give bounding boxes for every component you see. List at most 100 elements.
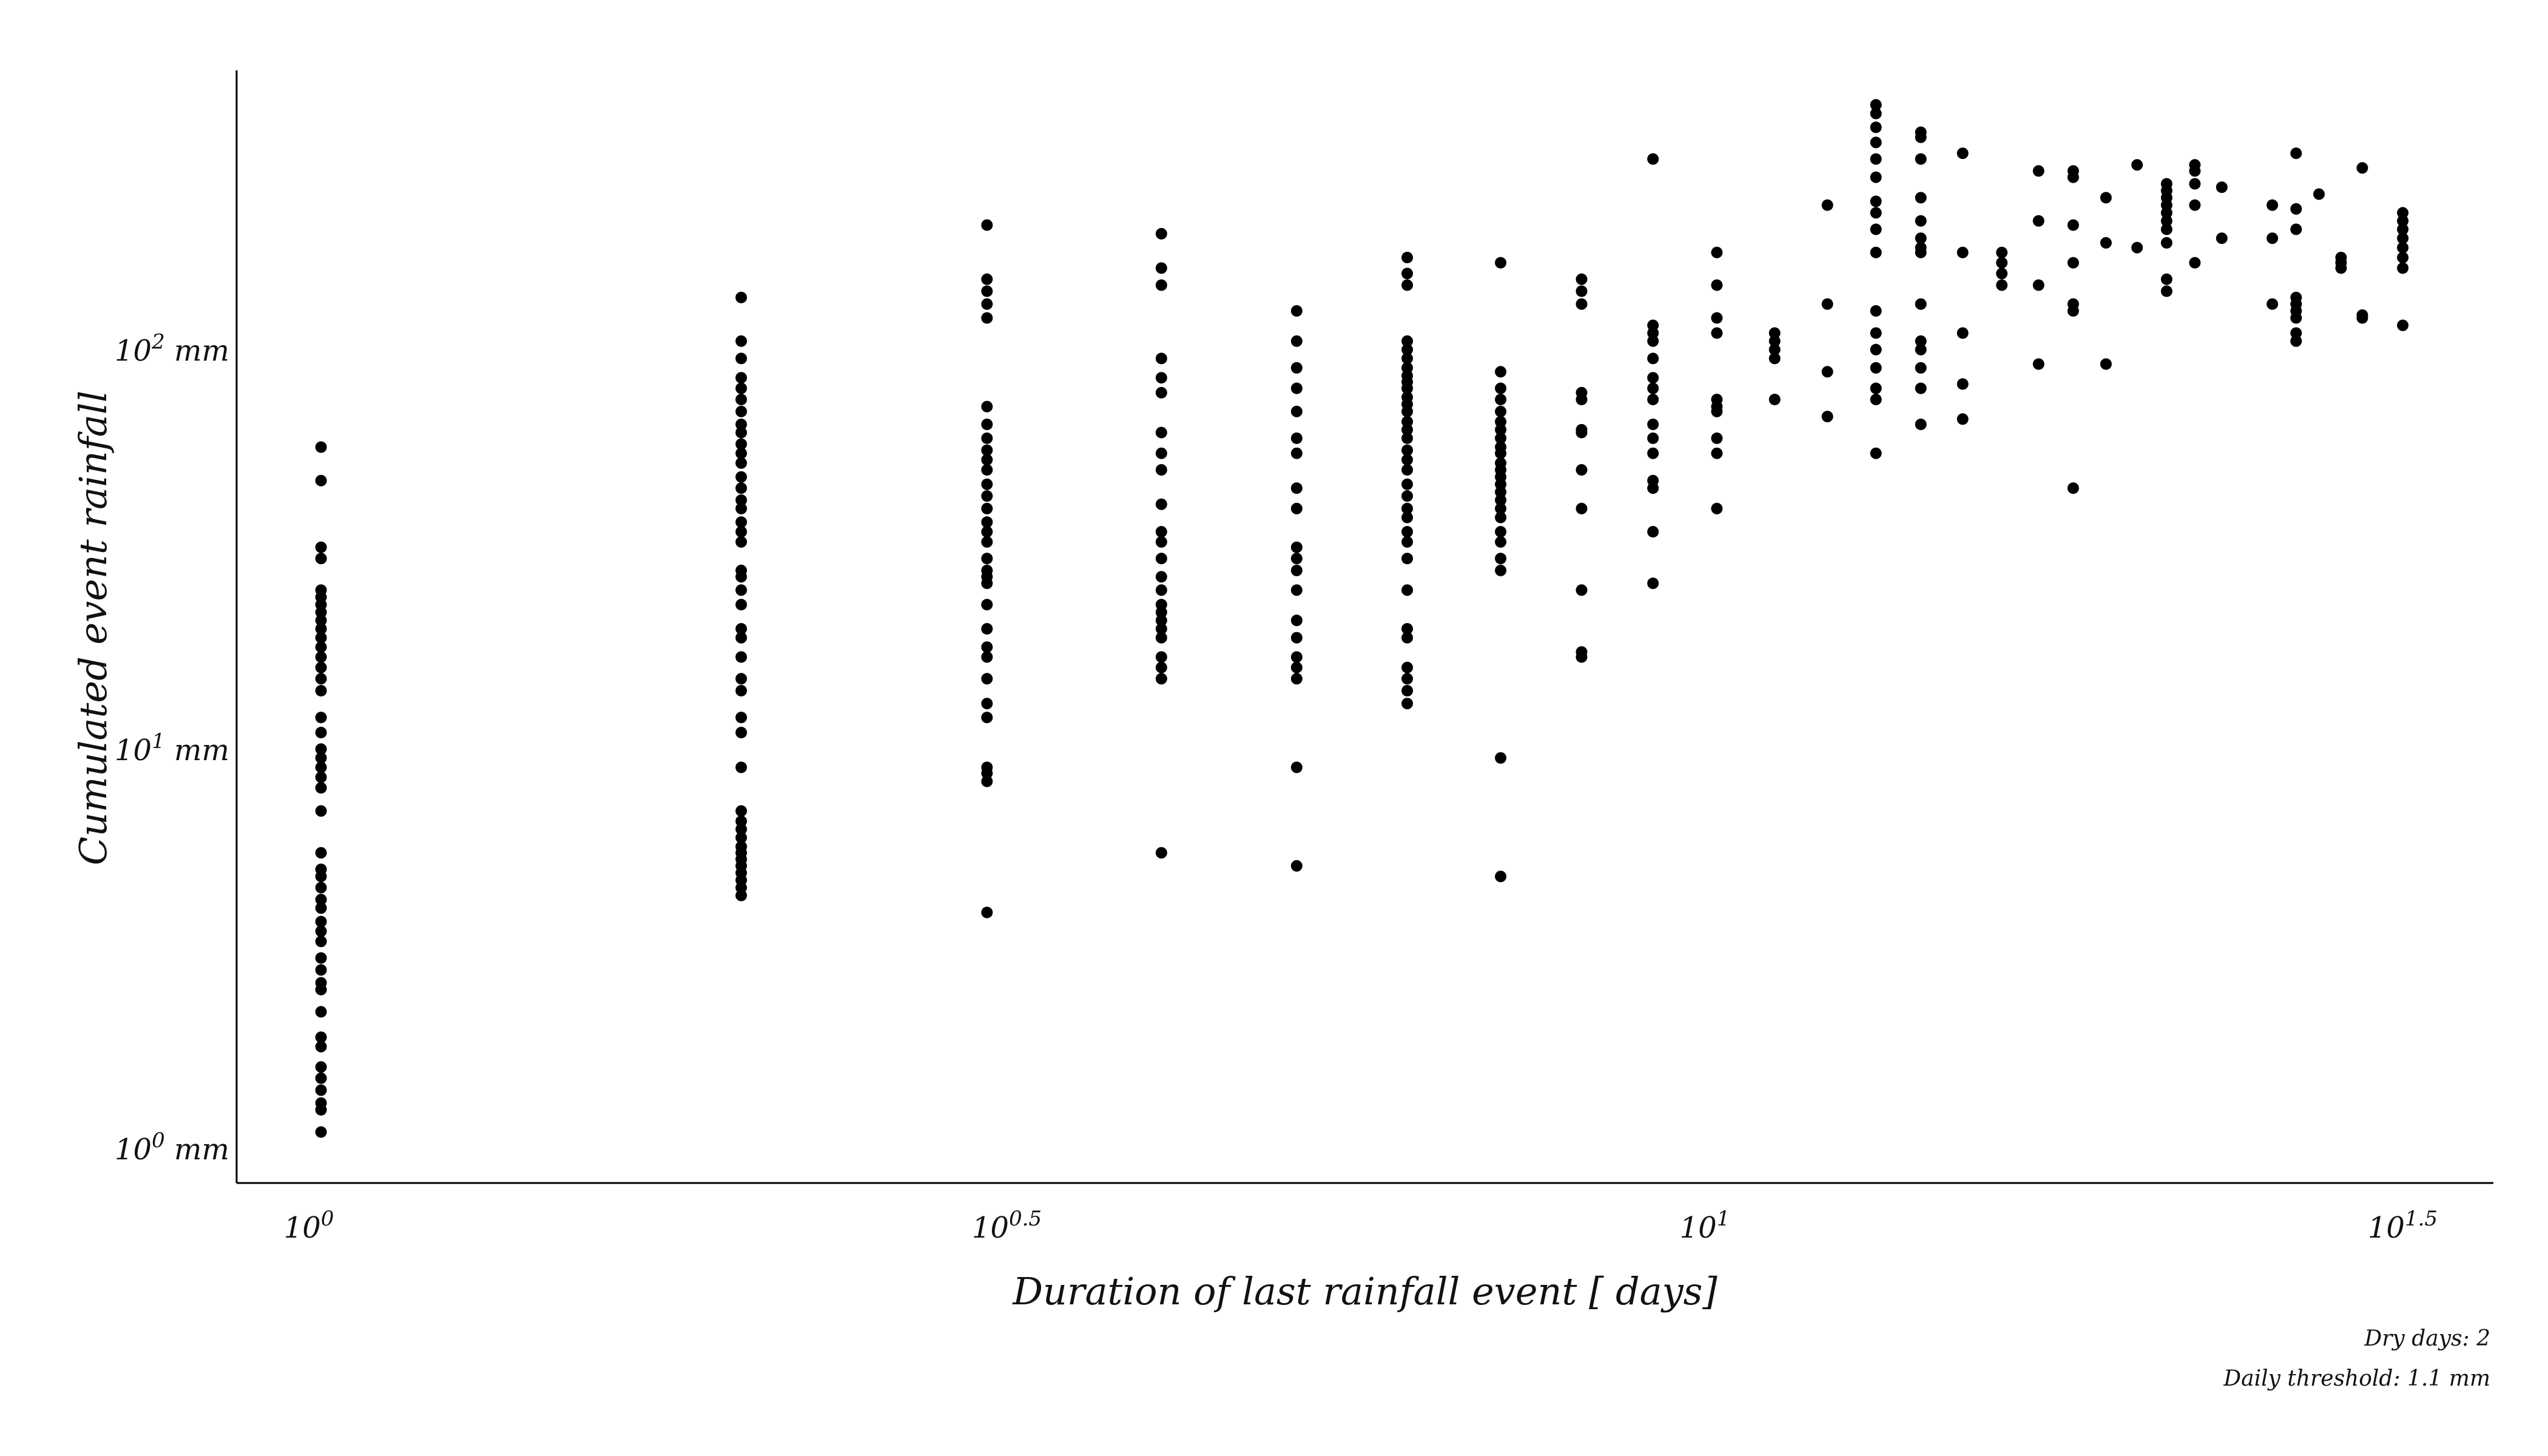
data-point	[315, 727, 327, 738]
data-point	[315, 623, 327, 635]
data-point	[315, 1126, 327, 1138]
data-point	[1956, 413, 1969, 425]
data-point	[2160, 237, 2172, 249]
data-point	[315, 1061, 327, 1073]
data-point	[1155, 262, 1167, 274]
data-point	[2216, 181, 2228, 194]
data-point	[1401, 511, 1414, 524]
data-point	[1915, 192, 1927, 204]
data-point	[315, 1040, 327, 1053]
data-point	[1155, 464, 1167, 476]
data-point	[981, 526, 993, 538]
data-point	[981, 454, 993, 466]
data-point	[315, 782, 327, 794]
y-axis-title: Cumulated event rainfall	[71, 391, 115, 866]
data-point	[735, 727, 747, 738]
data-point	[1401, 673, 1414, 685]
data-point	[1290, 615, 1303, 627]
data-point	[1495, 423, 1507, 436]
data-point	[315, 1084, 327, 1096]
data-point	[735, 805, 747, 817]
data-point	[2067, 298, 2079, 310]
data-point	[1711, 432, 1723, 444]
data-point	[735, 419, 747, 430]
data-point	[981, 712, 993, 724]
data-point	[1768, 327, 1781, 339]
data-point	[1495, 564, 1507, 576]
data-point	[981, 599, 993, 611]
data-point	[1996, 246, 2008, 258]
data-point	[981, 536, 993, 548]
data-point	[2032, 358, 2044, 370]
data-point	[735, 651, 747, 663]
data-point	[1870, 447, 1882, 459]
data-point	[1647, 352, 1659, 365]
data-point	[2397, 262, 2409, 274]
x-axis-title: Duration of last rainfall event [ days]	[1012, 1269, 1717, 1313]
data-point	[2335, 252, 2347, 263]
data-point	[2032, 165, 2044, 177]
data-point	[1768, 343, 1781, 356]
data-point	[735, 426, 747, 439]
data-point	[1495, 553, 1507, 565]
data-point	[1576, 386, 1588, 399]
data-point	[1401, 685, 1414, 696]
data-point	[1647, 578, 1659, 589]
data-point	[735, 841, 747, 852]
data-point	[1821, 298, 1833, 310]
data-point	[1495, 536, 1507, 548]
data-point	[735, 815, 747, 827]
data-point	[1155, 526, 1167, 538]
data-point	[2397, 252, 2409, 263]
data-point	[2032, 215, 2044, 227]
data-point	[981, 478, 993, 490]
daily-threshold-note: Daily threshold: 1.1 mm	[2223, 1366, 2490, 1391]
data-point	[981, 516, 993, 528]
data-point	[1155, 599, 1167, 611]
data-point	[1768, 335, 1781, 347]
data-point	[1495, 457, 1507, 469]
data-point	[735, 584, 747, 596]
data-point	[2356, 309, 2368, 321]
data-point	[1870, 246, 1882, 258]
data-point	[2160, 178, 2172, 190]
data-point	[1401, 502, 1414, 514]
data-point	[981, 564, 993, 576]
data-point	[2160, 285, 2172, 297]
data-point	[735, 685, 747, 696]
data-point	[2131, 241, 2143, 254]
data-point	[1290, 482, 1303, 494]
data-point	[2397, 319, 2409, 331]
data-point	[981, 761, 993, 774]
data-point	[315, 1072, 327, 1084]
data-point	[1870, 305, 1882, 317]
data-point	[1915, 335, 1927, 347]
data-point	[315, 1097, 327, 1109]
data-point	[1576, 646, 1588, 658]
data-point	[735, 526, 747, 538]
data-point	[1155, 847, 1167, 859]
data-point	[1711, 502, 1723, 514]
y-tick-label: 100 mm	[115, 1128, 229, 1167]
data-point	[1956, 327, 1969, 339]
data-point	[1647, 447, 1659, 459]
data-point	[1495, 394, 1507, 405]
data-point	[2267, 199, 2279, 211]
data-point	[1996, 268, 2008, 280]
data-point	[315, 1031, 327, 1043]
data-point	[1401, 268, 1414, 280]
data-point	[1290, 651, 1303, 663]
data-point	[1768, 352, 1781, 365]
data-point	[981, 651, 993, 663]
data-point	[1996, 257, 2008, 269]
data-point	[981, 641, 993, 653]
data-point	[1155, 651, 1167, 663]
data-point	[1290, 564, 1303, 576]
data-point	[1711, 327, 1723, 339]
data-point	[1495, 257, 1507, 269]
data-point	[1647, 432, 1659, 444]
data-point	[2290, 147, 2302, 160]
data-point	[1915, 382, 1927, 394]
data-point	[2216, 232, 2228, 244]
data-point	[1576, 584, 1588, 596]
